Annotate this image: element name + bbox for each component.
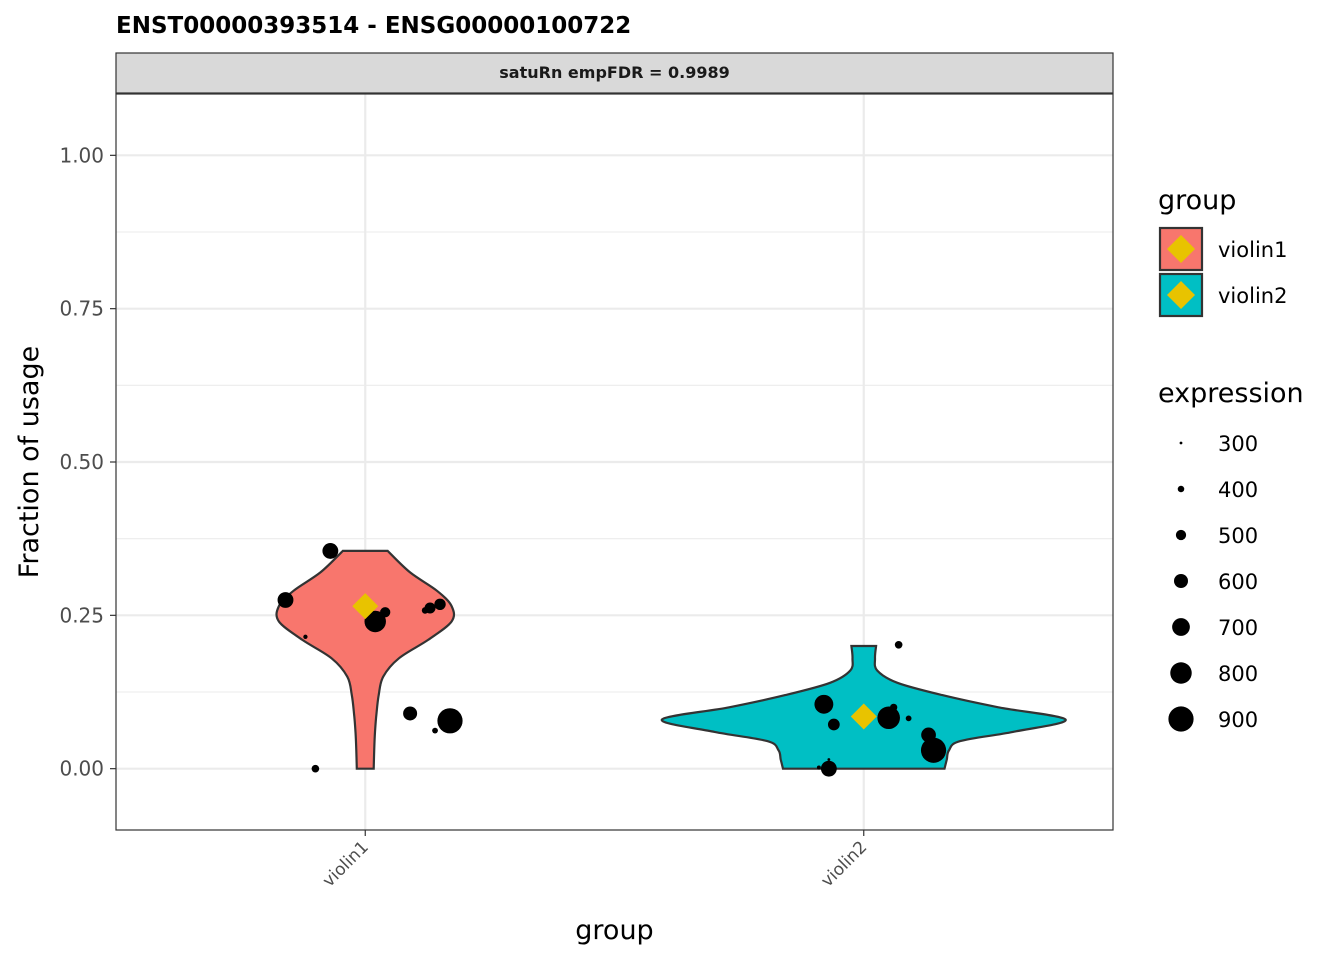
legend-size-dot — [1174, 574, 1188, 588]
legend-size-label: 900 — [1218, 708, 1258, 732]
y-axis-label: Fraction of usage — [14, 346, 45, 578]
mean-markers — [352, 593, 877, 730]
legend-label-violin2: violin2 — [1218, 284, 1287, 308]
data-point — [437, 708, 463, 734]
legend-size-dot — [1170, 662, 1192, 684]
y-tick-label: 0.25 — [59, 603, 104, 627]
legend-label-violin1: violin1 — [1218, 238, 1287, 262]
legend-diamond-icon — [1167, 235, 1195, 263]
legend-size-label: 400 — [1218, 478, 1258, 502]
legend-size-label: 300 — [1218, 432, 1258, 456]
legend-size-dot — [1168, 706, 1194, 732]
data-points — [277, 543, 947, 777]
legend-diamond-icon — [1167, 281, 1195, 309]
data-point — [277, 592, 294, 608]
data-point — [827, 758, 831, 761]
legend-group-title: group — [1158, 185, 1236, 216]
legend-size-label: 500 — [1218, 524, 1258, 548]
facet-strip — [115, 52, 1114, 94]
mean-marker-violin1 — [352, 593, 379, 620]
violin-violin1 — [275, 549, 456, 770]
legend-size-dot — [1175, 529, 1187, 541]
data-point — [877, 706, 900, 730]
data-point — [311, 764, 320, 773]
data-point — [403, 706, 418, 721]
data-point — [920, 737, 947, 763]
data-point — [905, 715, 912, 722]
y-tick-label: 0.00 — [59, 757, 104, 781]
y-tick-label: 1.00 — [59, 143, 104, 167]
data-point — [303, 634, 308, 639]
data-point — [322, 543, 339, 559]
y-tick-label: 0.50 — [59, 450, 104, 474]
x-axis-label: group — [575, 915, 653, 946]
legend-group: group violin1 violin2 — [1158, 185, 1287, 318]
legend-size-dot — [1179, 441, 1183, 445]
data-point — [432, 727, 438, 734]
data-point — [434, 598, 446, 610]
legend-size-label: 700 — [1218, 616, 1258, 640]
data-point — [814, 694, 834, 714]
data-point — [827, 718, 840, 731]
data-point — [894, 640, 903, 649]
x-axis: violin1 violin2 — [319, 830, 871, 891]
y-axis: 0.00 0.25 0.50 0.75 1.00 — [59, 143, 116, 781]
facet-label: satuRn empFDR = 0.9989 — [499, 63, 729, 82]
legend-expression-title: expression — [1158, 378, 1304, 409]
y-tick-label: 0.75 — [59, 297, 104, 321]
data-point — [816, 765, 821, 770]
mean-marker-violin2 — [850, 703, 877, 730]
legend-expression: expression 300 400 500 600 700 800 900 — [1158, 378, 1304, 732]
legend-size-dot — [1172, 618, 1190, 636]
legend-size-dot — [1177, 485, 1185, 493]
data-point — [364, 610, 386, 633]
chart-title: ENST00000393514 - ENSG00000100722 — [116, 13, 631, 39]
legend-size-label: 600 — [1218, 570, 1258, 594]
data-point — [421, 607, 429, 614]
legend-size-label: 800 — [1218, 662, 1258, 686]
data-point — [820, 760, 837, 777]
x-tick-label: violin1 — [319, 837, 373, 891]
x-tick-label: violin2 — [817, 837, 871, 891]
